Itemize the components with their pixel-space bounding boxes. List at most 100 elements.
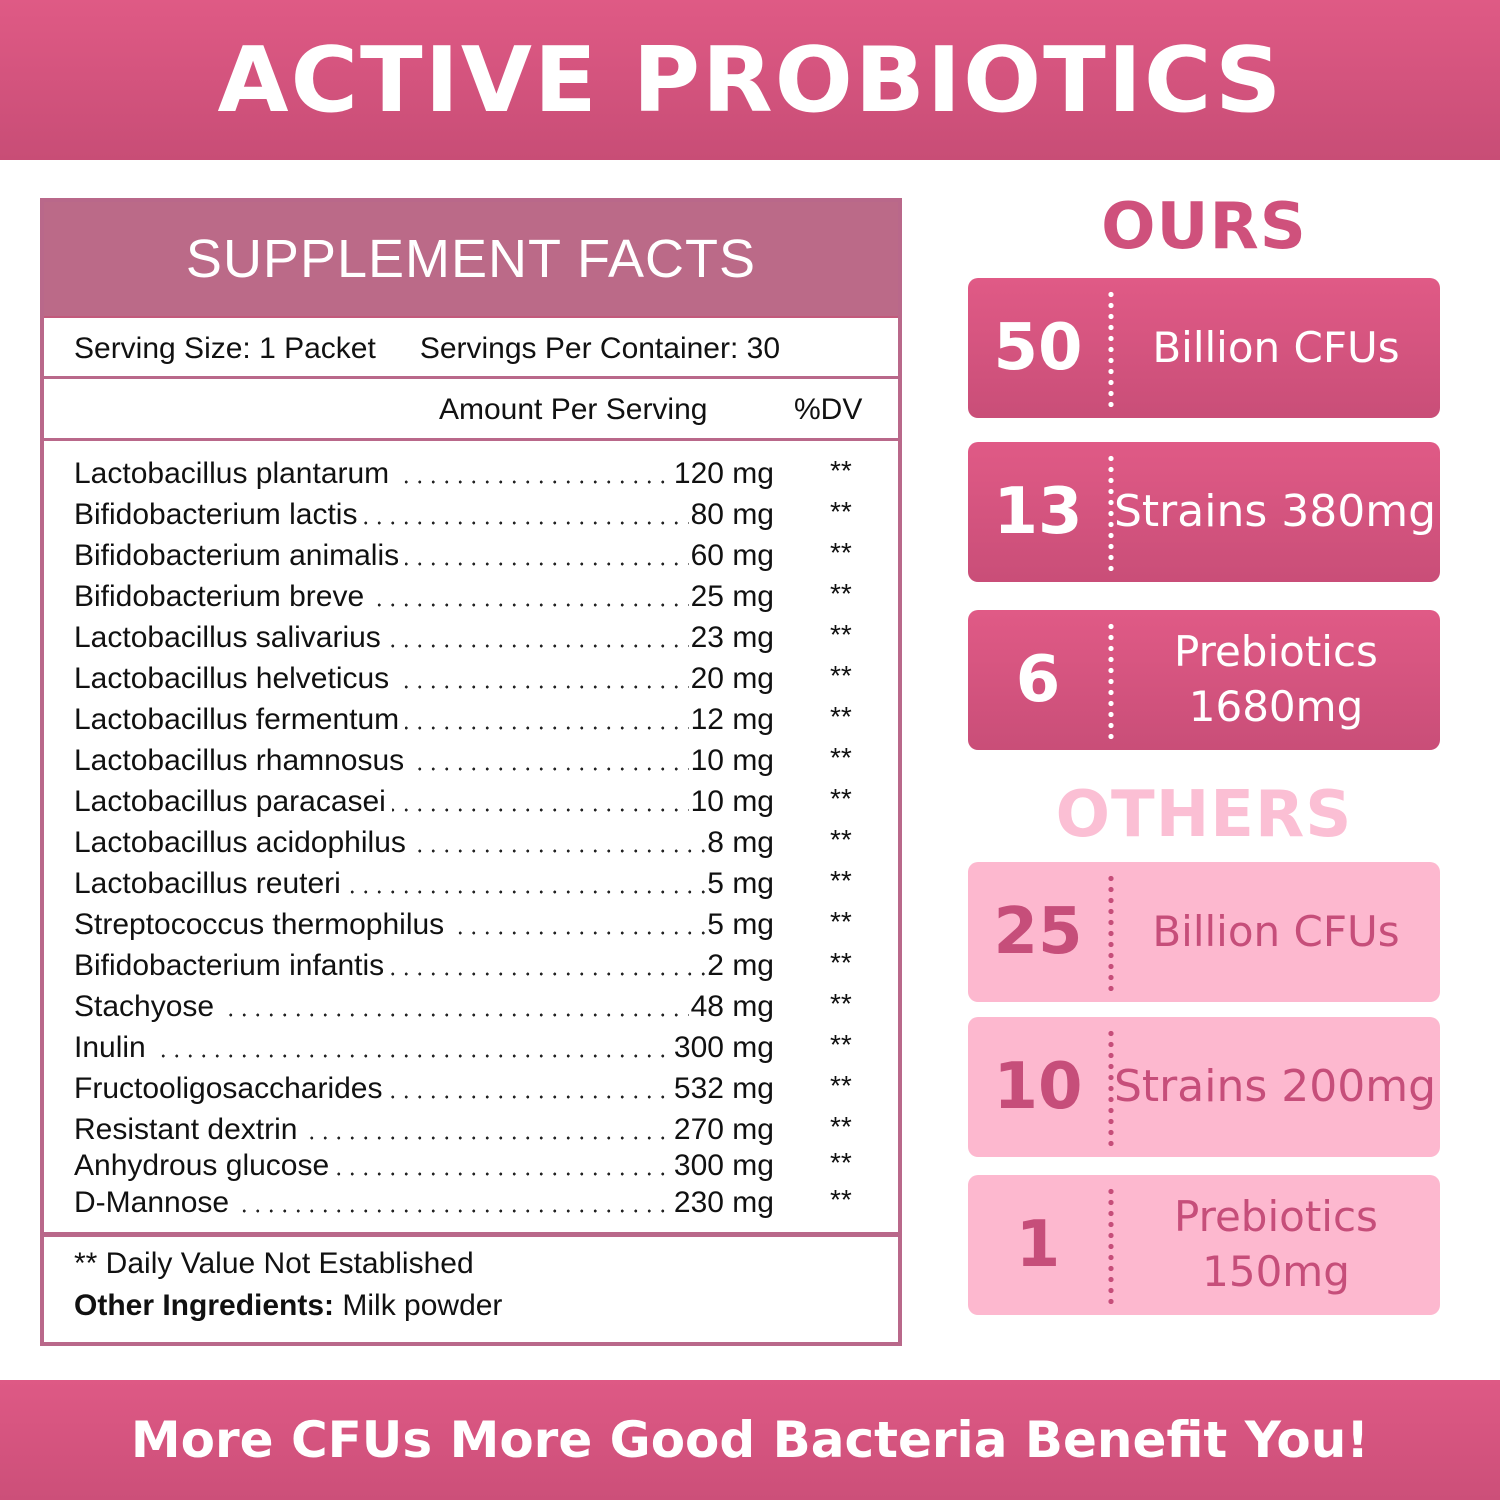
ingredient-dv: ** — [830, 988, 852, 1019]
ingredient-list: Lactobacillus plantarum 120 mg ** Bifidoba… — [44, 438, 898, 1238]
ours-card-prebiotics: 6 Prebiotics 1680mg — [968, 610, 1440, 750]
ingredient-amount: 5 mg — [705, 908, 774, 942]
ingredient-row: Bifidobacterium lactis 80 mg ** — [74, 496, 874, 538]
ingredient-name: D-Mannose — [74, 1186, 236, 1220]
ingredient-name: Lactobacillus fermentum — [74, 703, 406, 737]
ingredient-dv: ** — [830, 619, 852, 650]
card-text: Strains 200mg — [1114, 1061, 1437, 1113]
ingredient-amount: 20 mg — [688, 662, 774, 696]
leader-dots — [74, 561, 764, 567]
card-text-line2: 150mg — [1202, 1247, 1350, 1296]
dotted-divider — [1108, 1028, 1114, 1146]
leader-dots — [74, 971, 764, 977]
ingredient-row: Anhydrous glucose 300 mg ** — [74, 1147, 874, 1189]
banner-title: ACTIVE PROBIOTICS — [217, 27, 1283, 133]
ingredient-amount: 532 mg — [671, 1072, 774, 1106]
card-number: 25 — [993, 895, 1083, 969]
dotted-divider — [1108, 1186, 1114, 1304]
ingredient-row: Streptococcus thermophilus 5 mg ** — [74, 906, 874, 948]
ingredient-dv: ** — [830, 1184, 852, 1215]
card-text-line1: Prebiotics — [1174, 627, 1378, 677]
ingredient-row: Bifidobacterium infantis 2 mg ** — [74, 947, 874, 989]
ingredient-name: Lactobacillus plantarum — [74, 457, 396, 491]
others-card-strains: 10 Strains 200mg — [968, 1017, 1440, 1157]
ingredient-name: Lactobacillus reuteri — [74, 867, 347, 901]
ingredient-dv: ** — [830, 455, 852, 486]
leader-dots — [74, 1012, 764, 1018]
other-ingredients-value: Milk powder — [342, 1289, 503, 1322]
ingredient-row: Lactobacillus paracasei 10 mg ** — [74, 783, 874, 825]
card-text: Prebiotics 150mg — [1120, 1190, 1440, 1299]
amount-per-serving-header: Amount Per Serving — [439, 393, 708, 426]
ingredient-dv: ** — [830, 783, 852, 814]
ingredient-row: Stachyose 48 mg ** — [74, 988, 874, 1030]
ingredient-name: Bifidobacterium infantis — [74, 949, 391, 983]
dotted-divider — [1108, 621, 1114, 739]
facts-title: SUPPLEMENT FACTS — [185, 229, 757, 289]
leader-dots — [74, 1053, 764, 1059]
ingredient-name: Streptococcus thermophilus — [74, 908, 451, 942]
ingredient-amount: 2 mg — [705, 949, 774, 983]
dv-footnote: ** Daily Value Not Established — [74, 1247, 474, 1280]
ingredient-amount: 10 mg — [688, 744, 774, 778]
card-number: 50 — [993, 311, 1083, 385]
ingredient-name: Bifidobacterium animalis — [74, 539, 406, 573]
leader-dots — [74, 1135, 764, 1141]
ingredient-row: Lactobacillus acidophilus 8 mg ** — [74, 824, 874, 866]
supplement-facts-panel: SUPPLEMENT FACTS Serving Size: 1 Packet … — [40, 198, 902, 1346]
card-text: Billion CFUs — [1152, 322, 1400, 372]
ingredient-name: Lactobacillus paracasei — [74, 785, 392, 819]
dotted-divider — [1108, 873, 1114, 991]
ingredient-name: Lactobacillus acidophilus — [74, 826, 412, 860]
servings-per-container: Servings Per Container: 30 — [419, 331, 781, 365]
serving-info-row: Serving Size: 1 Packet Servings Per Cont… — [44, 318, 898, 376]
ingredient-dv: ** — [830, 1111, 852, 1142]
leader-dots — [74, 889, 764, 895]
ingredient-dv: ** — [830, 701, 852, 732]
others-heading: OTHERS — [1055, 778, 1353, 852]
ingredient-row: D-Mannose 230 mg ** — [74, 1184, 874, 1226]
ingredient-amount: 80 mg — [688, 498, 774, 532]
column-header-row: Amount Per Serving %DV — [44, 376, 898, 438]
tagline: More CFUs More Good Bacteria Benefit You… — [130, 1411, 1370, 1469]
ours-card-cfus: 50 Billion CFUs — [968, 278, 1440, 418]
ingredient-amount: 300 mg — [671, 1149, 774, 1183]
ingredient-amount: 8 mg — [705, 826, 774, 860]
ingredient-amount: 300 mg — [671, 1031, 774, 1065]
ingredient-name: Bifidobacterium lactis — [74, 498, 364, 532]
ingredient-dv: ** — [830, 1147, 852, 1178]
leader-dots — [74, 479, 764, 485]
other-ingredients: Other Ingredients: Milk powder — [74, 1289, 502, 1323]
ingredient-row: Fructooligosaccharides 532 mg ** — [74, 1070, 874, 1112]
card-text-line2: 1680mg — [1188, 682, 1364, 731]
card-text-line1: Prebiotics — [1174, 1192, 1378, 1242]
ingredient-row: Lactobacillus reuteri 5 mg ** — [74, 865, 874, 907]
ingredient-amount: 120 mg — [671, 457, 774, 491]
ingredient-name: Lactobacillus rhamnosus — [74, 744, 411, 778]
leader-dots — [74, 602, 764, 608]
leader-dots — [74, 766, 764, 772]
dotted-divider — [1108, 453, 1114, 571]
ingredient-name: Lactobacillus helveticus — [74, 662, 396, 696]
ingredient-name: Stachyose — [74, 990, 221, 1024]
ingredient-row: Resistant dextrin 270 mg ** — [74, 1111, 874, 1153]
top-banner: ACTIVE PROBIOTICS — [0, 0, 1500, 160]
ingredient-row: Lactobacillus rhamnosus 10 mg ** — [74, 742, 874, 784]
ingredient-row: Bifidobacterium breve 25 mg ** — [74, 578, 874, 620]
ours-card-strains: 13 Strains 380mg — [968, 442, 1440, 582]
footnote-section: ** Daily Value Not Established Other Ing… — [44, 1232, 898, 1342]
serving-size: Serving Size: 1 Packet — [74, 331, 376, 365]
leader-dots — [74, 520, 764, 526]
ingredient-row: Lactobacillus plantarum 120 mg ** — [74, 455, 874, 497]
leader-dots — [74, 807, 764, 813]
ingredient-amount: 23 mg — [688, 621, 774, 655]
leader-dots — [74, 725, 764, 731]
ours-heading: OURS — [1101, 190, 1307, 264]
ingredient-name: Lactobacillus salivarius — [74, 621, 387, 655]
card-number: 6 — [1015, 643, 1061, 717]
ingredient-amount: 230 mg — [671, 1186, 774, 1220]
ingredient-amount: 60 mg — [688, 539, 774, 573]
facts-header: SUPPLEMENT FACTS — [44, 202, 898, 318]
ingredient-dv: ** — [830, 742, 852, 773]
ingredient-amount: 12 mg — [688, 703, 774, 737]
